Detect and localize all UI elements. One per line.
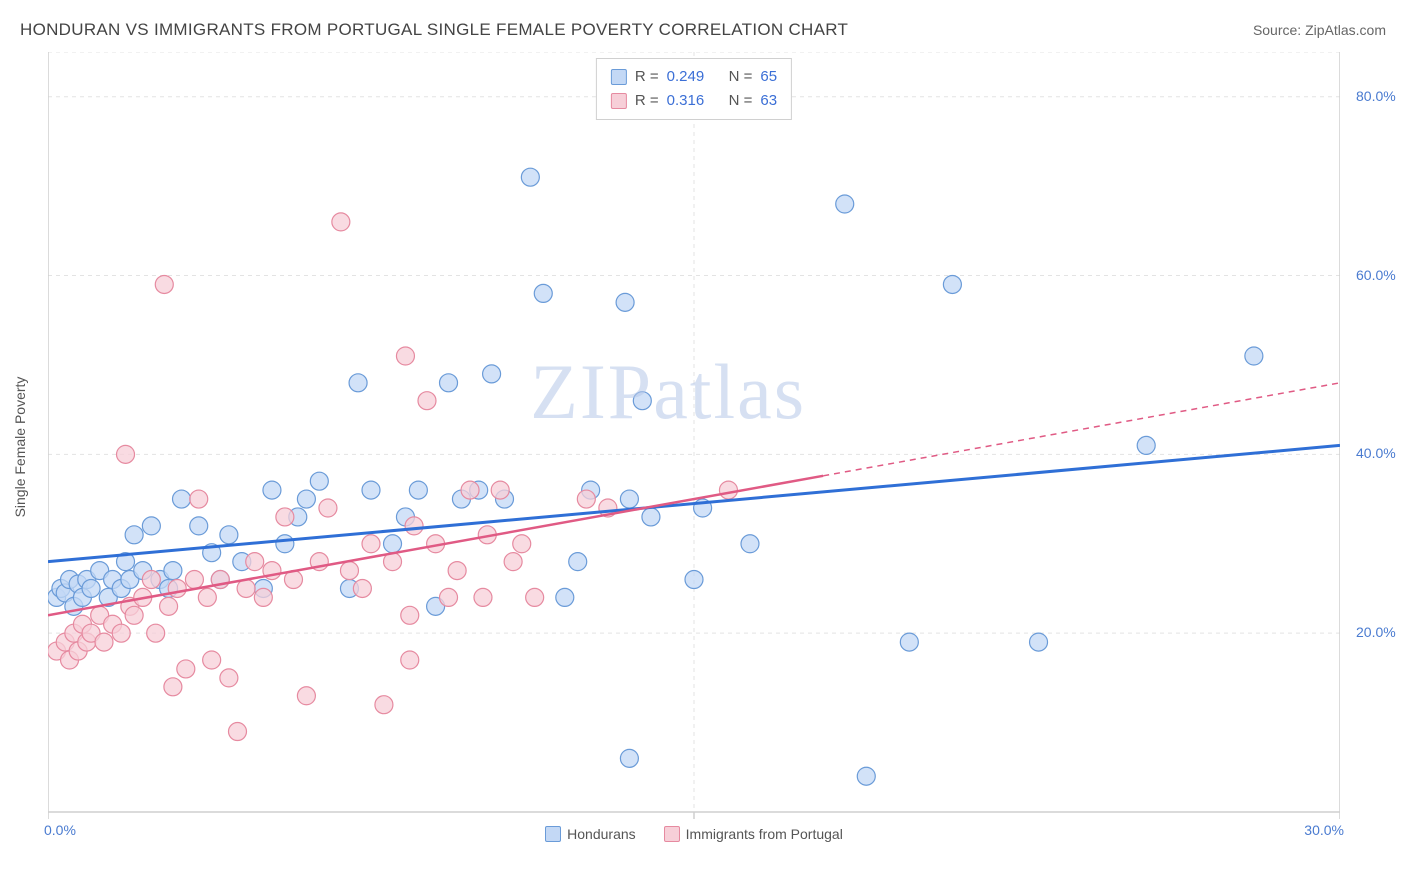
- bottom-legend: Hondurans Immigrants from Portugal: [48, 826, 1340, 842]
- y-axis-label: Single Female Poverty: [12, 377, 28, 518]
- axis-tick-label: 20.0%: [1356, 624, 1396, 640]
- r-value-1: 0.249: [667, 65, 721, 89]
- n-value-1: 65: [760, 65, 777, 89]
- legend-label-2: Immigrants from Portugal: [686, 826, 843, 842]
- r-label: R =: [635, 65, 659, 89]
- stats-row-1: R = 0.249 N = 65: [611, 65, 777, 89]
- chart-header: HONDURAN VS IMMIGRANTS FROM PORTUGAL SIN…: [20, 20, 1386, 40]
- scatter-plot: [48, 52, 1340, 842]
- legend-swatch-1: [545, 826, 561, 842]
- r-value-2: 0.316: [667, 89, 721, 113]
- r-label: R =: [635, 89, 659, 113]
- axis-tick-label: 30.0%: [1304, 822, 1344, 838]
- source-label: Source:: [1253, 22, 1305, 38]
- legend-swatch-2: [664, 826, 680, 842]
- chart-source: Source: ZipAtlas.com: [1253, 22, 1386, 38]
- stats-swatch-1: [611, 69, 627, 85]
- axis-tick-label: 40.0%: [1356, 445, 1396, 461]
- legend-item-1: Hondurans: [545, 826, 636, 842]
- chart-title: HONDURAN VS IMMIGRANTS FROM PORTUGAL SIN…: [20, 20, 848, 40]
- axis-tick-label: 60.0%: [1356, 267, 1396, 283]
- chart-area: Single Female Poverty ZIPatlas R = 0.249…: [48, 52, 1340, 842]
- source-name: ZipAtlas.com: [1305, 22, 1386, 38]
- n-value-2: 63: [760, 89, 777, 113]
- stats-swatch-2: [611, 93, 627, 109]
- stats-row-2: R = 0.316 N = 63: [611, 89, 777, 113]
- correlation-stats-box: R = 0.249 N = 65 R = 0.316 N = 63: [596, 58, 792, 120]
- legend-label-1: Hondurans: [567, 826, 636, 842]
- n-label: N =: [729, 65, 753, 89]
- n-label: N =: [729, 89, 753, 113]
- axis-tick-label: 80.0%: [1356, 88, 1396, 104]
- axis-tick-label: 0.0%: [44, 822, 76, 838]
- legend-item-2: Immigrants from Portugal: [664, 826, 843, 842]
